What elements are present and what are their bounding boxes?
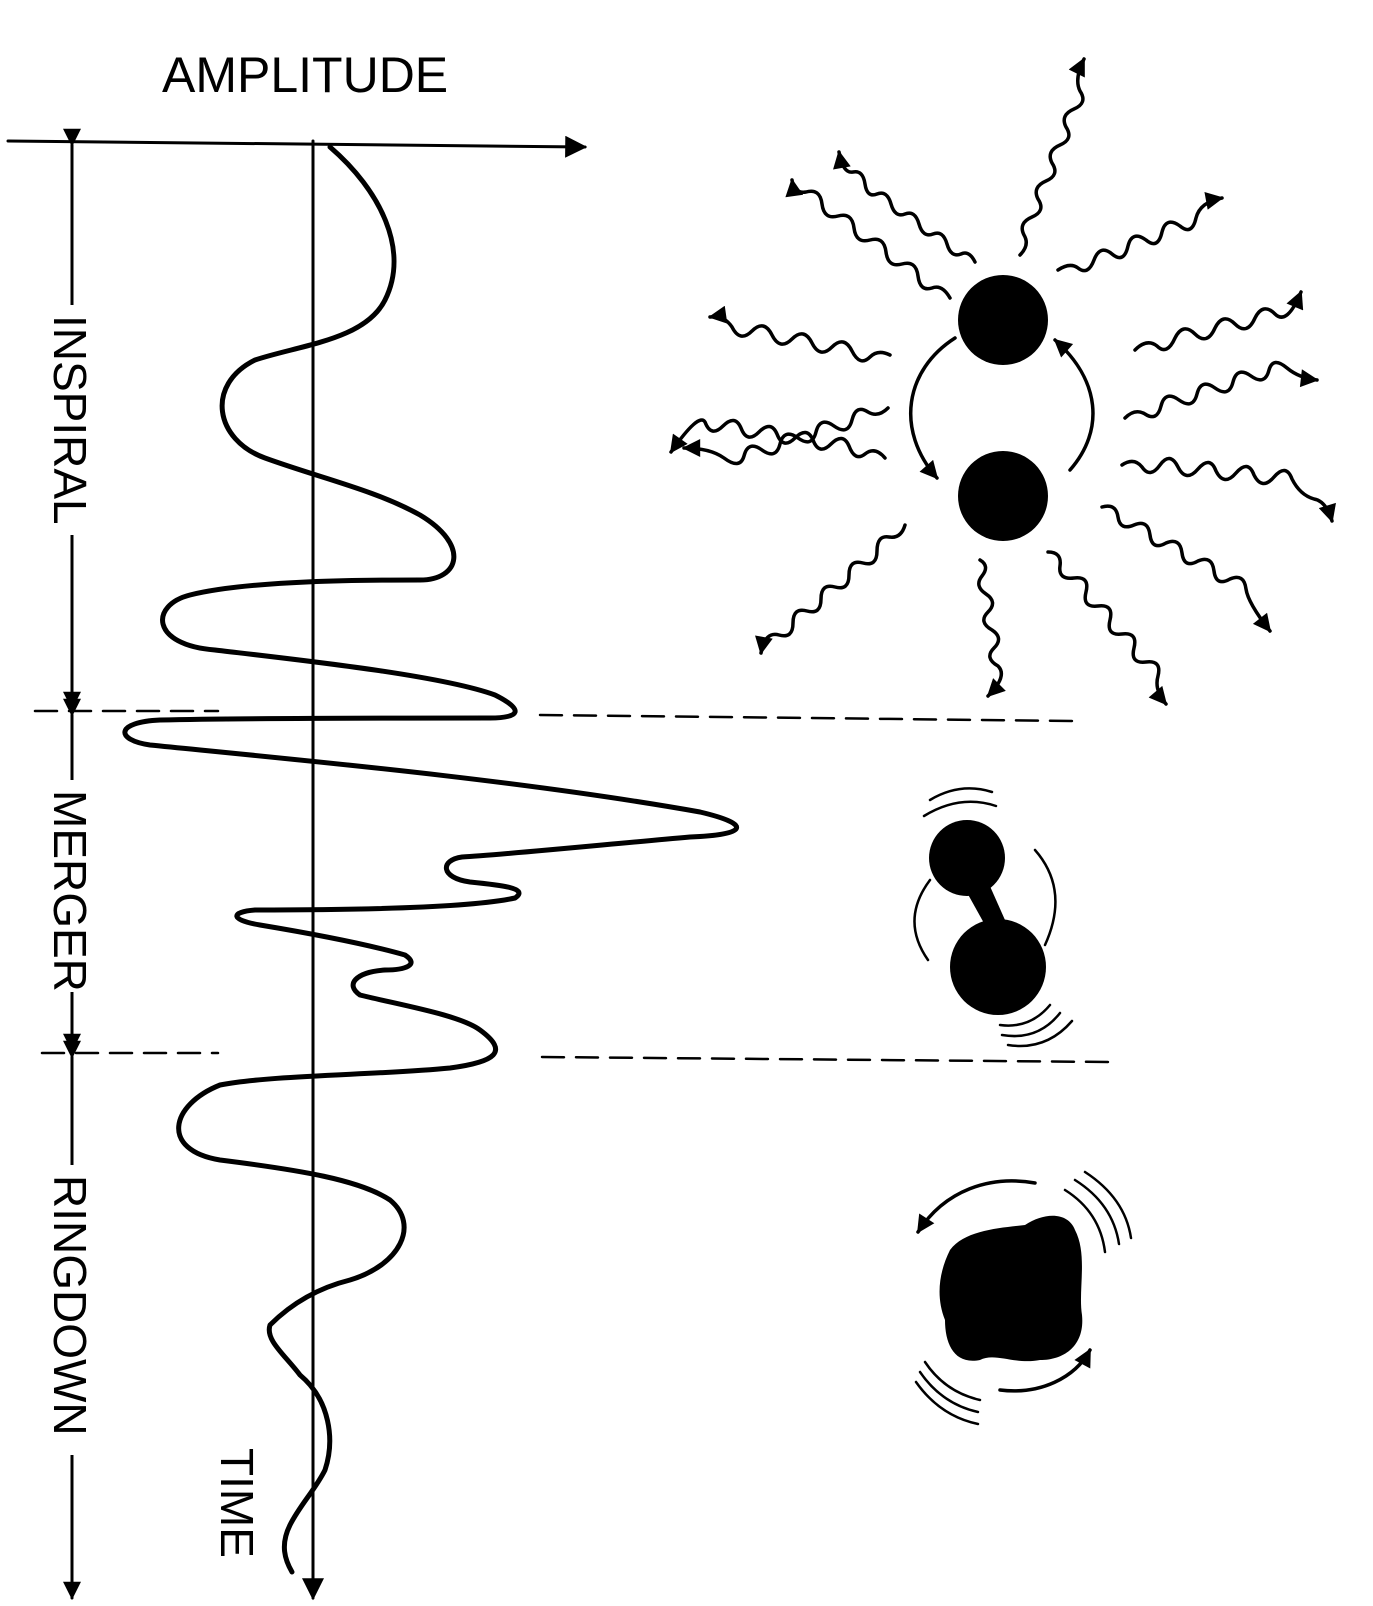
merger-lobe-upper	[929, 820, 1005, 896]
amplitude-axis	[6, 135, 588, 158]
inspiral-label: INSPIRAL	[44, 315, 96, 525]
wave-arrow-11	[755, 523, 907, 655]
wave-arrow-12	[977, 558, 1006, 698]
ringdown-label: RINGDOWN	[44, 1175, 96, 1436]
wave-arrow-14	[1100, 504, 1272, 633]
merger-label-group: MERGER	[44, 780, 96, 992]
wave-arrow-3	[785, 178, 952, 300]
binary-system	[908, 275, 1095, 541]
wave-arrow-4	[1056, 192, 1224, 273]
merger-lobe-lower	[950, 919, 1046, 1015]
merger-label: MERGER	[44, 790, 96, 992]
orbit-arrow-right	[1053, 338, 1095, 472]
amplitude-label: AMPLITUDE	[162, 47, 448, 103]
wave-arrow-10	[1120, 456, 1336, 523]
ringdown-arrow-bottom	[998, 1348, 1092, 1393]
wave-arrow-5	[708, 305, 892, 363]
wave-arrow-8	[1123, 360, 1319, 420]
time-label: TIME	[211, 1448, 263, 1558]
wave-arrow-6	[1133, 290, 1304, 352]
wave-arrow-2	[1018, 57, 1086, 257]
merger-neck	[960, 875, 1005, 925]
final-black-hole	[914, 1170, 1133, 1426]
ringdown-blob	[939, 1215, 1083, 1362]
wave-arrow-13	[1046, 550, 1168, 706]
black-hole-upper	[958, 275, 1048, 365]
ringdown-label-group: RINGDOWN	[44, 1165, 96, 1455]
merger-ringdown-divider-right	[540, 1055, 1110, 1064]
orbit-arrow-left	[908, 336, 957, 480]
black-hole-lower	[958, 451, 1048, 541]
gravitational-waveform	[122, 144, 739, 1575]
inspiral-label-group: INSPIRAL	[44, 305, 96, 535]
ringdown-arrow-top	[916, 1179, 1037, 1234]
merging-black-holes	[913, 787, 1074, 1048]
wave-arrow-1	[833, 150, 977, 264]
inspiral-merger-divider-right	[538, 713, 1077, 723]
wave-arrow-7	[682, 406, 890, 466]
wave-arrow-9	[669, 418, 887, 460]
gravitational-radiation	[669, 57, 1336, 706]
